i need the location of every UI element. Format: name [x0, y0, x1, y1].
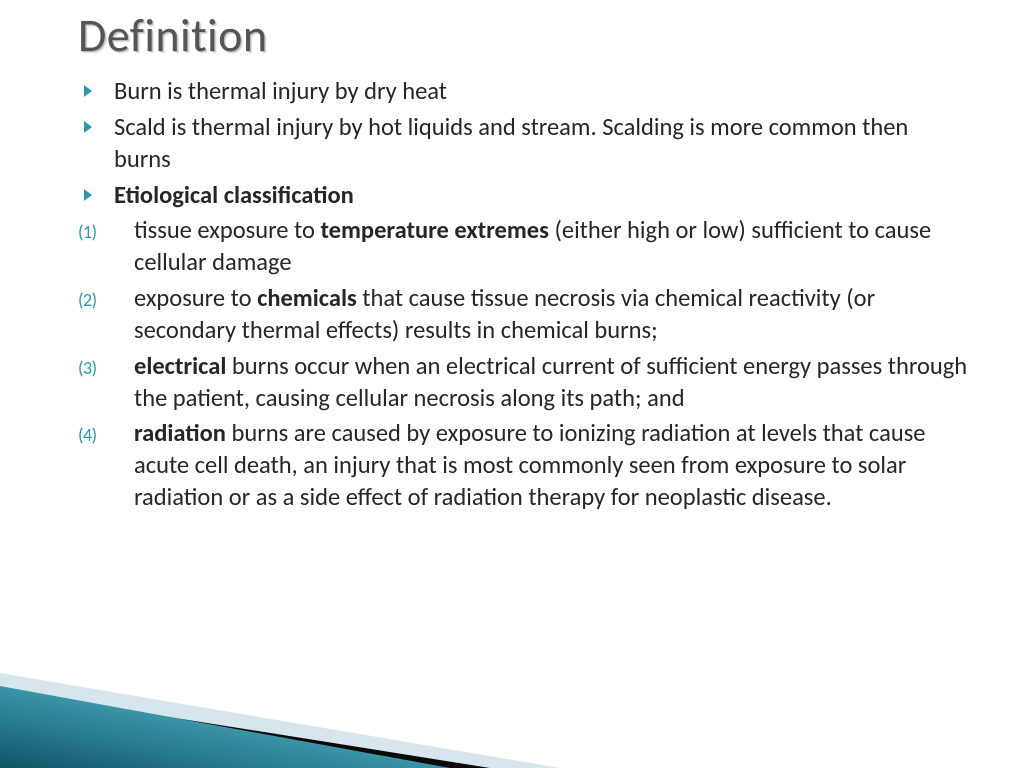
bold-run: electrical — [134, 351, 226, 381]
slide: Definition Burn is thermal injury by dry… — [0, 0, 1024, 768]
text-run: Burn is thermal injury by dry heat — [114, 76, 447, 106]
bullet-text: radiation burns are caused by exposure t… — [128, 418, 968, 514]
number-marker: (3) — [78, 351, 128, 383]
number-marker: (2) — [78, 283, 128, 315]
numbered-item: (1) tissue exposure to temperature extrem… — [78, 215, 968, 279]
bullet-item: Etiological classification — [78, 180, 968, 212]
text-run: tissue exposure to — [134, 215, 320, 245]
bold-run: radiation — [134, 418, 226, 448]
numbered-item: (2) exposure to chemicals that cause tiss… — [78, 283, 968, 347]
bullet-item: Burn is thermal injury by dry heat — [78, 76, 968, 108]
text-run: burns are caused by exposure to ionizing… — [134, 418, 925, 512]
list-number: (2) — [78, 284, 97, 312]
text-run: exposure to — [134, 283, 257, 313]
text-run: burns occur when an electrical current o… — [134, 351, 967, 413]
numbered-item: (3) electrical burns occur when an electr… — [78, 351, 968, 415]
text-run: Scald is thermal injury by hot liquids a… — [114, 112, 908, 174]
bullet-text: Etiological classification — [108, 180, 968, 212]
list-number: (4) — [78, 419, 97, 447]
number-marker: (1) — [78, 215, 128, 247]
slide-title: Definition — [78, 8, 268, 64]
bullet-arrow-icon — [84, 189, 92, 201]
bullet-text: Scald is thermal injury by hot liquids a… — [108, 112, 968, 176]
bold-run: chemicals — [257, 283, 357, 313]
bullet-text: tissue exposure to temperature extremes … — [128, 215, 968, 279]
number-marker: (4) — [78, 418, 128, 450]
slide-body: Burn is thermal injury by dry heat Scald … — [78, 76, 968, 518]
bullet-arrow-icon — [84, 121, 92, 133]
bullet-text: exposure to chemicals that cause tissue … — [128, 283, 968, 347]
bold-run: Etiological classification — [114, 180, 354, 210]
list-number: (1) — [78, 216, 97, 244]
bullet-text: Burn is thermal injury by dry heat — [108, 76, 968, 108]
list-number: (3) — [78, 352, 97, 380]
bullet-item: Scald is thermal injury by hot liquids a… — [78, 112, 968, 176]
decorative-triangles — [0, 638, 1024, 768]
bold-run: temperature extremes — [320, 215, 548, 245]
bullet-arrow-icon — [84, 85, 92, 97]
bullet-text: electrical burns occur when an electrica… — [128, 351, 968, 415]
numbered-item: (4) radiation burns are caused by exposur… — [78, 418, 968, 514]
